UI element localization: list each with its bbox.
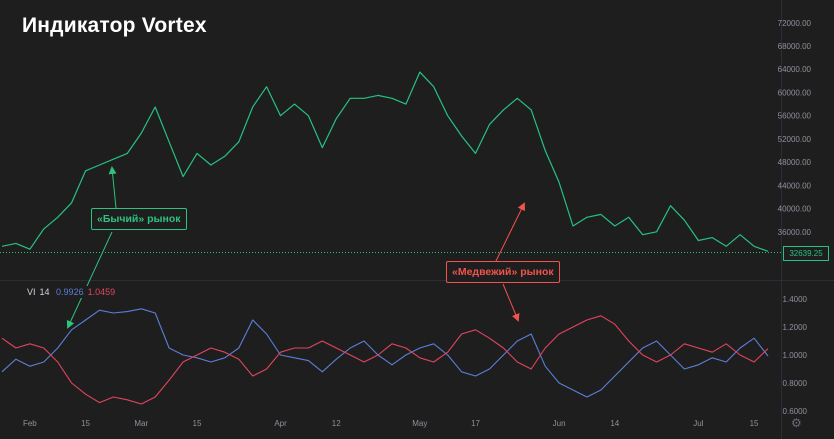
time-axis-label: May — [412, 419, 427, 428]
price-series-line — [1, 71, 769, 252]
price-pane — [1, 71, 769, 252]
price-axis-tick-label: 48000.00 — [778, 158, 812, 167]
vi-minus-value: 1.0459 — [87, 287, 116, 297]
price-axis-tick-label: 40000.00 — [778, 205, 812, 214]
price-axis-tick-label: 72000.00 — [778, 19, 812, 28]
axes: 72000.00 68000.00 64000.00 60000.00 56000.00… — [23, 19, 812, 428]
indicator-pane — [1, 308, 769, 405]
indicator-axis-tick-label: 0.6000 — [783, 407, 808, 416]
bear-market-annotation: «Медвежий» рынок — [446, 261, 560, 283]
indicator-axis-tick-label: 1.2000 — [783, 323, 808, 332]
price-axis-tick-label: 60000.00 — [778, 88, 812, 97]
time-axis-label: 17 — [471, 419, 480, 428]
time-axis-label: 15 — [750, 419, 759, 428]
time-axis-label: Feb — [23, 419, 37, 428]
indicator-axis-tick-label: 1.0000 — [783, 351, 808, 360]
price-axis-tick-label: 36000.00 — [778, 228, 812, 237]
bear-arrow-to-indicator — [502, 283, 520, 322]
indicator-legend[interactable]: VI 14 0.9926 1.0459 — [24, 286, 123, 298]
price-axis-tick-label: 52000.00 — [778, 135, 812, 144]
annotation-arrows — [66, 166, 525, 329]
bull-arrow-to-indicator — [66, 231, 113, 329]
vi-minus-line — [1, 315, 769, 405]
indicator-period: 14 — [39, 287, 50, 297]
price-axis-tick-label: 68000.00 — [778, 42, 812, 51]
bull-arrow-to-price — [108, 166, 117, 209]
chart-title: Индикатор Vortex — [22, 14, 207, 37]
price-axis-tick-label: 64000.00 — [778, 65, 812, 74]
time-axis-label: 15 — [193, 419, 202, 428]
indicator-name: VI — [27, 287, 36, 297]
vi-plus-value: 0.9926 — [56, 287, 84, 297]
time-axis-label: 14 — [610, 419, 619, 428]
bull-market-annotation: «Бычий» рынок — [91, 208, 187, 230]
last-price-tag: 32639.25 — [783, 246, 829, 261]
bear-arrow-to-price — [495, 202, 525, 262]
time-axis-label: Jul — [693, 419, 703, 428]
price-axis-tick-label: 44000.00 — [778, 181, 812, 190]
price-axis-tick-label: 56000.00 — [778, 112, 812, 121]
time-axis-label: Mar — [134, 419, 148, 428]
gear-icon[interactable]: ⚙ — [791, 416, 802, 430]
time-axis-label: 15 — [81, 419, 90, 428]
time-axis-label: Apr — [274, 419, 287, 428]
vi-plus-line — [1, 308, 769, 398]
indicator-axis-tick-label: 0.8000 — [783, 379, 808, 388]
time-axis-label: 12 — [332, 419, 341, 428]
indicator-axis-tick-label: 1.4000 — [783, 295, 808, 304]
time-axis-label: Jun — [553, 419, 566, 428]
